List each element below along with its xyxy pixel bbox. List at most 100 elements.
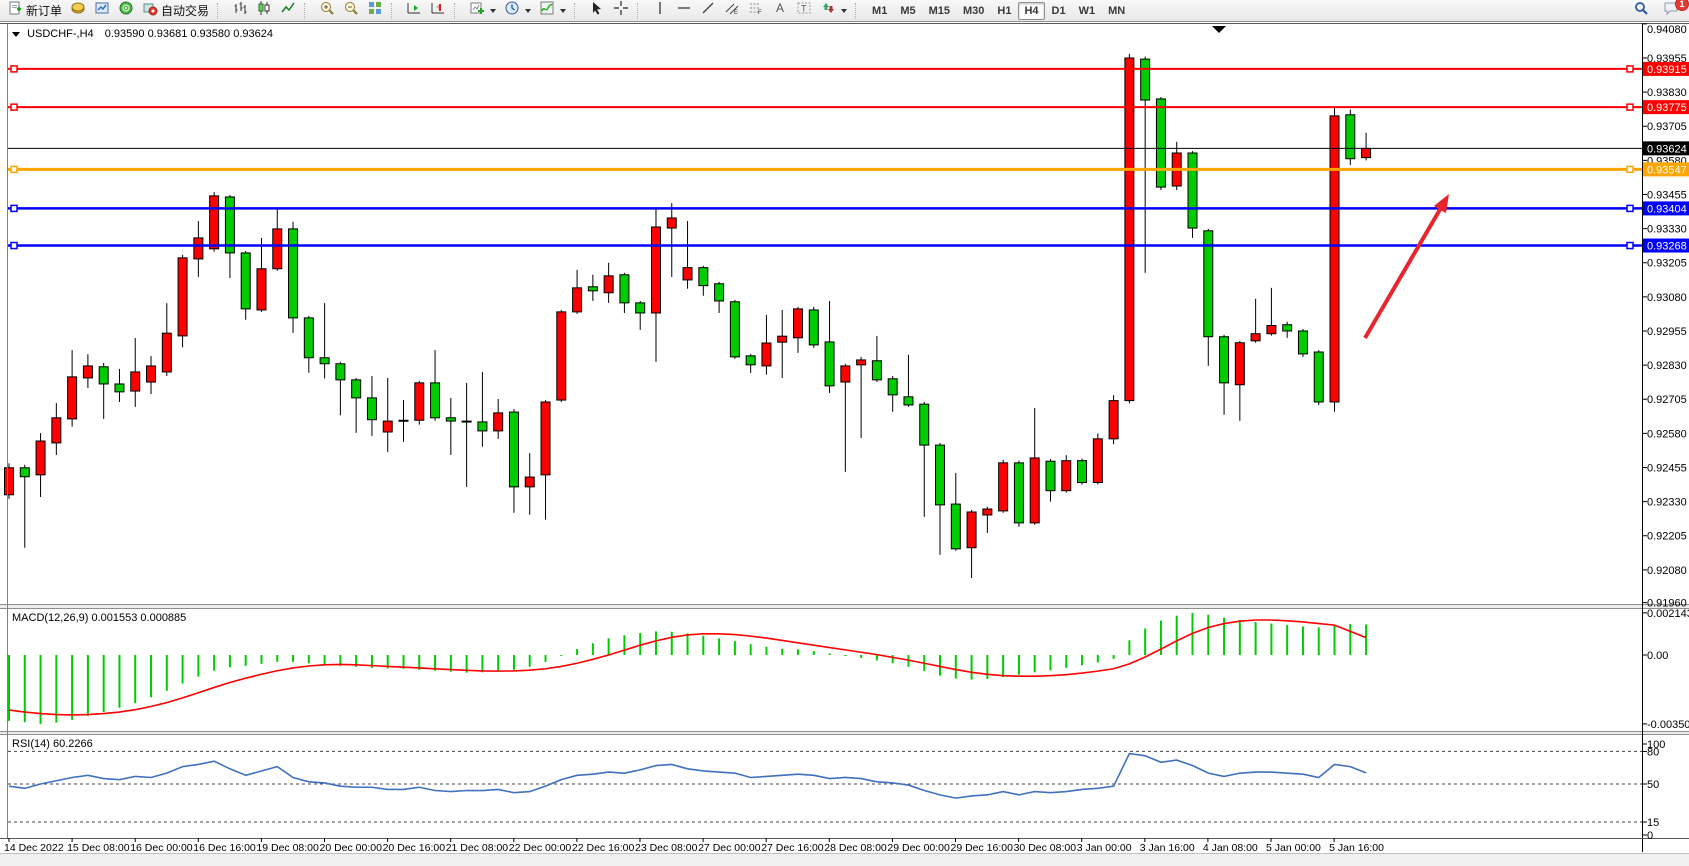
chart-shift-button[interactable]: [426, 0, 450, 22]
time-tick-label: 16 Dec 00:00: [130, 842, 193, 854]
candle-body: [1297, 330, 1308, 355]
timeframe-button-D1[interactable]: D1: [1051, 4, 1066, 17]
candle-body: [745, 355, 756, 366]
candle-body: [1124, 57, 1135, 402]
chart-shift-marker[interactable]: [1212, 26, 1226, 33]
tile-windows-button[interactable]: [363, 0, 387, 22]
candle-body: [714, 283, 725, 302]
candle-body: [935, 444, 946, 506]
candle-body: [209, 195, 220, 250]
resistance-line-1[interactable]: [8, 65, 1642, 73]
line-handle[interactable]: [10, 204, 18, 213]
candle: [824, 300, 835, 393]
candle: [1155, 97, 1166, 191]
line-handle[interactable]: [10, 103, 18, 111]
candle: [319, 303, 330, 379]
macd-pane: [8, 612, 1368, 724]
price-tick-label: 0.93330: [1647, 224, 1687, 236]
arrows-tool-button[interactable]: [816, 0, 851, 22]
timeframe-button-H4[interactable]: H4: [1018, 1, 1045, 20]
candlestick-mode-button[interactable]: [252, 0, 276, 22]
timeframe-button-W1[interactable]: W1: [1078, 4, 1096, 17]
text-tool-button[interactable]: A: [768, 0, 792, 22]
candle: [1219, 334, 1230, 415]
profiles-button[interactable]: [500, 0, 535, 22]
zoom-out-button[interactable]: [339, 0, 363, 22]
indicators-button[interactable]: [535, 0, 570, 22]
arrow-shaft[interactable]: [1363, 202, 1446, 340]
vertical-line-tool-button[interactable]: [648, 0, 672, 22]
candle-body: [303, 317, 314, 359]
price-chart-canvas[interactable]: 0.940800.939550.938300.937050.935800.934…: [0, 22, 1689, 861]
new-chart-button[interactable]: [465, 0, 500, 22]
candle-body: [224, 196, 235, 254]
new-order-button[interactable]: 新订单: [3, 0, 66, 22]
macd-label: MACD(12,26,9) 0.001553 0.000885: [12, 612, 187, 624]
bottom-strip: [0, 853, 1689, 861]
candle: [1092, 433, 1103, 485]
line-handle[interactable]: [1626, 65, 1634, 73]
candle: [871, 335, 882, 383]
candle: [998, 459, 1009, 513]
notifications-button[interactable]: 1: [1659, 0, 1689, 22]
line-handle[interactable]: [1626, 165, 1634, 174]
price-tick-label: 0.92330: [1647, 497, 1687, 509]
bar-chart-mode-button[interactable]: [228, 0, 252, 22]
candle: [935, 442, 946, 555]
timeframe-button-M5[interactable]: M5: [900, 4, 916, 17]
tile-windows-icon: [367, 0, 383, 21]
timeframe-button-M1[interactable]: M1: [872, 4, 888, 17]
support-line-1[interactable]: [8, 204, 1642, 213]
timeframe-button-M30[interactable]: M30: [963, 4, 985, 17]
channel-tool-button[interactable]: E: [720, 0, 744, 22]
arrow-head[interactable]: [1433, 194, 1449, 214]
support-line-2[interactable]: [8, 241, 1642, 250]
time-axis: 14 Dec 2022 15 Dec 08:00 16 Dec 00:00 16 De…: [4, 838, 1384, 854]
candle: [461, 382, 472, 487]
autotrading-button[interactable]: 自动交易: [138, 0, 213, 22]
pane-separator[interactable]: [0, 604, 1689, 609]
trend-arrow-annotation[interactable]: [1363, 194, 1449, 340]
chart-menu-triangle-icon[interactable]: [12, 31, 20, 37]
line-handle[interactable]: [1626, 103, 1634, 111]
crosshair-tool-button[interactable]: [609, 0, 633, 22]
chart-window-button[interactable]: [66, 0, 90, 22]
candle: [840, 363, 851, 472]
candle-body: [1266, 325, 1277, 335]
svg-text:F: F: [758, 10, 762, 16]
price-tick-label: 0.92205: [1647, 531, 1687, 543]
line-chart-mode-button[interactable]: [276, 0, 300, 22]
market-watch-button[interactable]: [90, 0, 114, 22]
cursor-tool-button[interactable]: [585, 0, 609, 22]
candle-body: [351, 379, 362, 399]
timeframe-button-H1[interactable]: H1: [997, 4, 1012, 17]
fibonacci-tool-button[interactable]: F: [744, 0, 768, 22]
line-handle[interactable]: [1626, 241, 1634, 250]
fibonacci-icon: F: [748, 0, 764, 21]
line-handle[interactable]: [10, 65, 18, 73]
search-button[interactable]: [1629, 0, 1653, 22]
horizontal-line-tool-button[interactable]: [672, 0, 696, 22]
orange-level-line[interactable]: [8, 165, 1642, 174]
line-handle[interactable]: [10, 241, 18, 250]
zoom-in-button[interactable]: [315, 0, 339, 22]
candle: [351, 377, 362, 433]
trendline-tool-button[interactable]: [696, 0, 720, 22]
time-tick-label: 29 Dec 16:00: [951, 842, 1014, 854]
price-tick-label: 0.92080: [1647, 565, 1687, 577]
candle: [650, 208, 661, 362]
timeframe-button-M15[interactable]: M15: [928, 4, 950, 17]
line-handle[interactable]: [10, 165, 18, 174]
text-label-tool-button[interactable]: T: [792, 0, 816, 22]
resistance-line-2[interactable]: [8, 103, 1642, 111]
pane-separator[interactable]: [0, 731, 1689, 735]
auto-scroll-button[interactable]: [402, 0, 426, 22]
line-handle[interactable]: [1626, 204, 1634, 213]
candle-body: [650, 226, 661, 314]
signals-button[interactable]: [114, 0, 138, 22]
timeframe-button-MN[interactable]: MN: [1108, 4, 1126, 17]
orange-level-line-badge: 0.93547: [1643, 162, 1689, 177]
candle-body: [840, 365, 851, 383]
vertical-line-icon: [652, 0, 668, 21]
candle: [445, 397, 456, 455]
